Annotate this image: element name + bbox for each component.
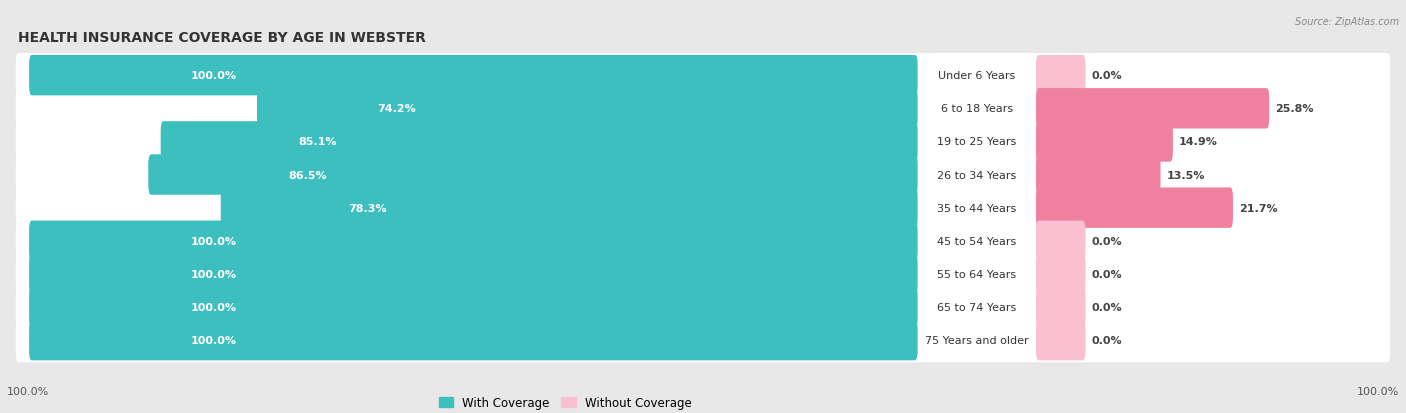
Text: 74.2%: 74.2% (378, 104, 416, 114)
Text: 100.0%: 100.0% (191, 269, 236, 279)
Legend: With Coverage, Without Coverage: With Coverage, Without Coverage (434, 392, 696, 413)
Text: 78.3%: 78.3% (347, 203, 387, 213)
FancyBboxPatch shape (1036, 122, 1173, 162)
FancyBboxPatch shape (15, 285, 1391, 330)
FancyBboxPatch shape (221, 188, 918, 228)
FancyBboxPatch shape (257, 89, 918, 129)
Text: 26 to 34 Years: 26 to 34 Years (938, 170, 1017, 180)
Text: 75 Years and older: 75 Years and older (925, 335, 1029, 345)
Text: 100.0%: 100.0% (191, 71, 236, 81)
Text: 21.7%: 21.7% (1239, 203, 1278, 213)
FancyBboxPatch shape (1036, 155, 1160, 195)
FancyBboxPatch shape (1036, 287, 1085, 328)
FancyBboxPatch shape (30, 221, 918, 261)
Text: 0.0%: 0.0% (1091, 71, 1122, 81)
FancyBboxPatch shape (30, 320, 918, 361)
FancyBboxPatch shape (15, 153, 1391, 197)
FancyBboxPatch shape (1036, 320, 1085, 361)
Text: HEALTH INSURANCE COVERAGE BY AGE IN WEBSTER: HEALTH INSURANCE COVERAGE BY AGE IN WEBS… (18, 31, 426, 45)
FancyBboxPatch shape (15, 87, 1391, 131)
FancyBboxPatch shape (1036, 254, 1085, 294)
Text: 45 to 54 Years: 45 to 54 Years (938, 236, 1017, 246)
Text: 65 to 74 Years: 65 to 74 Years (938, 302, 1017, 312)
FancyBboxPatch shape (30, 287, 918, 328)
Text: 14.9%: 14.9% (1180, 137, 1218, 147)
FancyBboxPatch shape (30, 56, 918, 96)
FancyBboxPatch shape (1036, 221, 1085, 261)
Text: 35 to 44 Years: 35 to 44 Years (938, 203, 1017, 213)
Text: 0.0%: 0.0% (1091, 302, 1122, 312)
FancyBboxPatch shape (1036, 56, 1085, 96)
FancyBboxPatch shape (160, 122, 918, 162)
Text: 13.5%: 13.5% (1167, 170, 1205, 180)
Text: 86.5%: 86.5% (288, 170, 328, 180)
Text: 0.0%: 0.0% (1091, 269, 1122, 279)
Text: 100.0%: 100.0% (7, 387, 49, 396)
Text: 100.0%: 100.0% (191, 302, 236, 312)
FancyBboxPatch shape (15, 219, 1391, 263)
FancyBboxPatch shape (15, 120, 1391, 164)
FancyBboxPatch shape (1036, 89, 1270, 129)
Text: 100.0%: 100.0% (191, 335, 236, 345)
Text: 6 to 18 Years: 6 to 18 Years (941, 104, 1012, 114)
FancyBboxPatch shape (15, 54, 1391, 98)
FancyBboxPatch shape (30, 254, 918, 294)
Text: 85.1%: 85.1% (298, 137, 337, 147)
Text: 100.0%: 100.0% (191, 236, 236, 246)
Text: 25.8%: 25.8% (1275, 104, 1313, 114)
Text: Under 6 Years: Under 6 Years (938, 71, 1015, 81)
Text: 100.0%: 100.0% (1357, 387, 1399, 396)
FancyBboxPatch shape (1036, 188, 1233, 228)
FancyBboxPatch shape (15, 318, 1391, 363)
FancyBboxPatch shape (148, 155, 918, 195)
Text: 19 to 25 Years: 19 to 25 Years (938, 137, 1017, 147)
Text: 55 to 64 Years: 55 to 64 Years (938, 269, 1017, 279)
Text: 0.0%: 0.0% (1091, 236, 1122, 246)
Text: Source: ZipAtlas.com: Source: ZipAtlas.com (1295, 17, 1399, 26)
FancyBboxPatch shape (15, 252, 1391, 297)
Text: 0.0%: 0.0% (1091, 335, 1122, 345)
FancyBboxPatch shape (15, 186, 1391, 230)
